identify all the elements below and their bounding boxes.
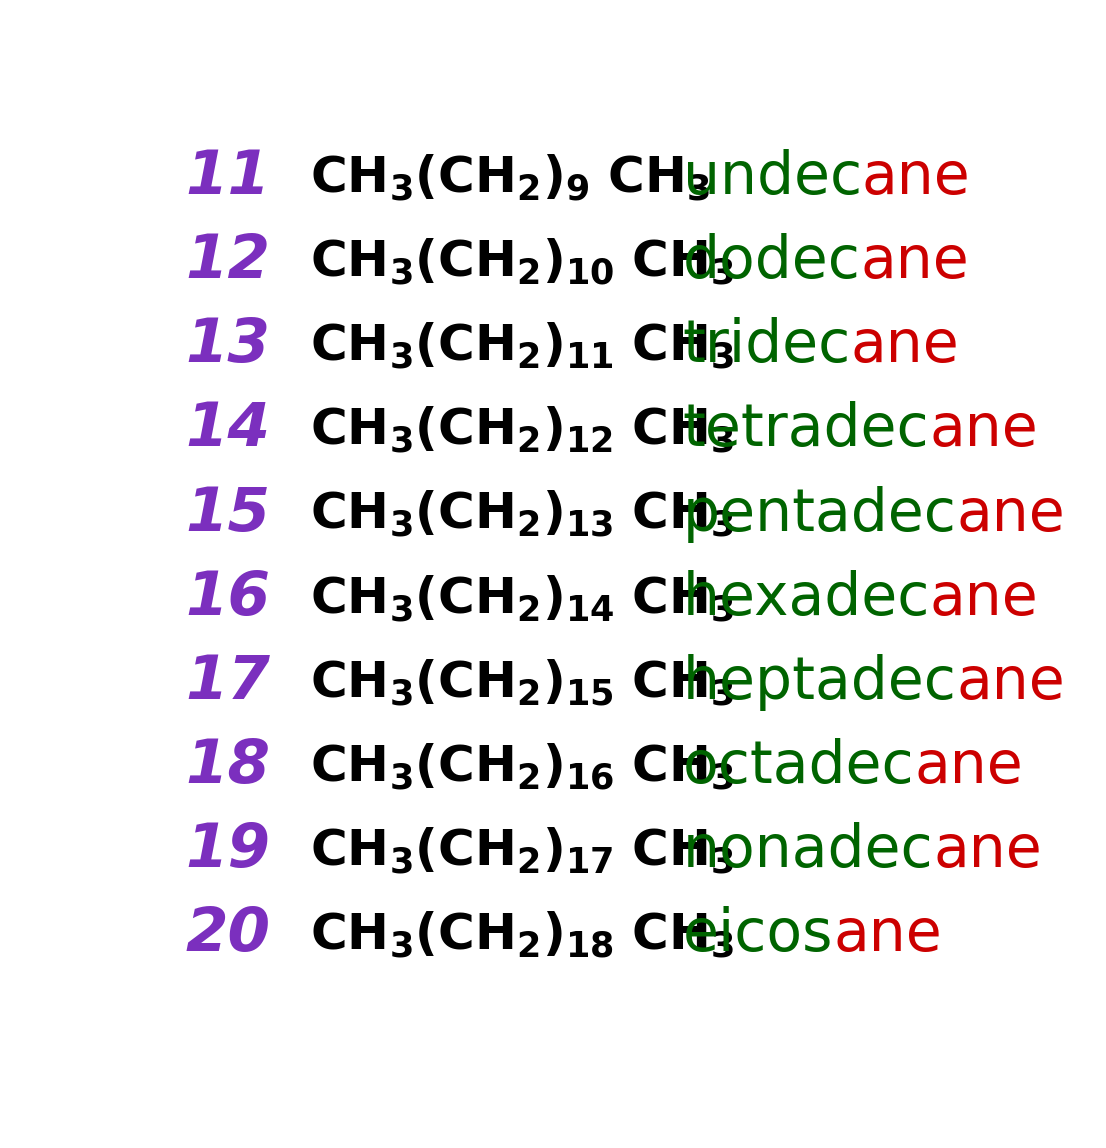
Text: ane: ane [915,738,1023,796]
Text: $\mathbf{CH_3(CH_2)_{9}\ CH_3}$: $\mathbf{CH_3(CH_2)_{9}\ CH_3}$ [310,153,710,203]
Text: ane: ane [957,654,1065,711]
Text: $\mathbf{CH_3(CH_2)_{16}\ CH_3}$: $\mathbf{CH_3(CH_2)_{16}\ CH_3}$ [310,742,734,792]
Text: ane: ane [930,569,1039,627]
Text: nonadec: nonadec [682,822,933,879]
Text: 14: 14 [186,401,270,459]
Text: 12: 12 [186,232,270,292]
Text: $\mathbf{CH_3(CH_2)_{10}\ CH_3}$: $\mathbf{CH_3(CH_2)_{10}\ CH_3}$ [310,236,734,287]
Text: tridec: tridec [682,317,851,374]
Text: ane: ane [862,149,970,205]
Text: undec: undec [682,149,862,205]
Text: ane: ane [957,486,1065,543]
Text: 15: 15 [186,484,270,544]
Text: eicos: eicos [682,907,833,963]
Text: heptadec: heptadec [682,654,957,711]
Text: $\mathbf{CH_3(CH_2)_{17}\ CH_3}$: $\mathbf{CH_3(CH_2)_{17}\ CH_3}$ [310,825,734,876]
Text: 13: 13 [186,317,270,375]
Text: 11: 11 [186,148,270,207]
Text: dodec: dodec [682,233,860,290]
Text: $\mathbf{CH_3(CH_2)_{18}\ CH_3}$: $\mathbf{CH_3(CH_2)_{18}\ CH_3}$ [310,909,734,960]
Text: 16: 16 [186,568,270,628]
Text: 17: 17 [186,653,270,712]
Text: $\mathbf{CH_3(CH_2)_{13}\ CH_3}$: $\mathbf{CH_3(CH_2)_{13}\ CH_3}$ [310,489,734,540]
Text: ane: ane [933,822,1042,879]
Text: pentadec: pentadec [682,486,957,543]
Text: 18: 18 [186,737,270,796]
Text: octadec: octadec [682,738,915,796]
Text: $\mathbf{CH_3(CH_2)_{11}\ CH_3}$: $\mathbf{CH_3(CH_2)_{11}\ CH_3}$ [310,320,734,371]
Text: ane: ane [929,402,1037,458]
Text: hexadec: hexadec [682,569,930,627]
Text: ane: ane [860,233,969,290]
Text: ane: ane [833,907,942,963]
Text: 20: 20 [186,906,270,964]
Text: ane: ane [851,317,960,374]
Text: $\mathbf{CH_3(CH_2)_{14}\ CH_3}$: $\mathbf{CH_3(CH_2)_{14}\ CH_3}$ [310,573,734,623]
Text: 19: 19 [186,821,270,881]
Text: $\mathbf{CH_3(CH_2)_{15}\ CH_3}$: $\mathbf{CH_3(CH_2)_{15}\ CH_3}$ [310,658,734,707]
Text: $\mathbf{CH_3(CH_2)_{12}\ CH_3}$: $\mathbf{CH_3(CH_2)_{12}\ CH_3}$ [310,405,734,456]
Text: tetradec: tetradec [682,402,929,458]
